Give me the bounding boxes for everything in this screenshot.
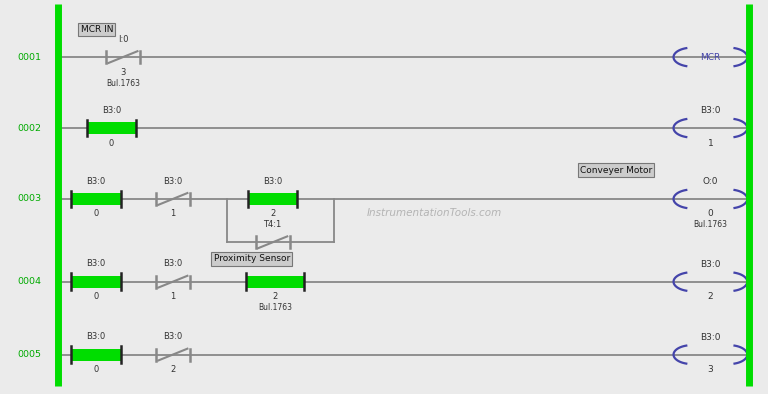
Text: B3:0: B3:0 [101, 106, 121, 115]
Text: B3:0: B3:0 [86, 260, 106, 268]
Text: 1: 1 [170, 210, 175, 218]
Text: B3:0: B3:0 [86, 177, 106, 186]
Text: 2: 2 [270, 210, 275, 218]
Text: B3:0: B3:0 [163, 177, 183, 186]
Text: 2: 2 [170, 365, 175, 374]
Text: 0003: 0003 [17, 195, 41, 203]
Text: 3: 3 [707, 365, 713, 374]
Text: 0: 0 [707, 210, 713, 218]
Text: B3:0: B3:0 [163, 260, 183, 268]
Text: Bul.1763: Bul.1763 [106, 79, 140, 87]
Text: I:0: I:0 [118, 35, 128, 44]
Text: 0: 0 [94, 365, 98, 374]
Text: T4:1: T4:1 [263, 220, 282, 229]
Bar [71, 193, 121, 205]
Text: 0005: 0005 [17, 350, 41, 359]
Text: 1: 1 [707, 139, 713, 147]
Text: 2: 2 [273, 292, 277, 301]
Text: 0002: 0002 [17, 124, 41, 132]
Text: Conveyer Motor: Conveyer Motor [580, 166, 652, 175]
Text: 0: 0 [94, 210, 98, 218]
Text: 1: 1 [170, 292, 175, 301]
Bar [87, 122, 136, 134]
Text: MCR: MCR [700, 53, 720, 61]
Text: 0004: 0004 [17, 277, 41, 286]
Text: O:0: O:0 [703, 177, 718, 186]
Text: Bul.1763: Bul.1763 [258, 303, 292, 312]
Text: 2: 2 [707, 292, 713, 301]
Text: B3:0: B3:0 [700, 333, 720, 342]
Text: I:0: I:0 [270, 260, 280, 268]
Text: MCR IN: MCR IN [81, 25, 113, 34]
Text: InstrumentationTools.com: InstrumentationTools.com [366, 208, 502, 218]
Text: 0: 0 [109, 139, 114, 147]
Text: 0001: 0001 [17, 53, 41, 61]
Text: B3:0: B3:0 [163, 333, 183, 341]
Text: Bul.1763: Bul.1763 [694, 220, 727, 229]
Text: B3:0: B3:0 [700, 106, 720, 115]
Bar [246, 276, 304, 288]
Text: B3:0: B3:0 [263, 177, 283, 186]
Text: DN: DN [266, 253, 279, 262]
Text: Proximity Sensor: Proximity Sensor [214, 255, 290, 263]
Bar [71, 349, 121, 361]
Text: 3: 3 [121, 68, 125, 76]
Text: B3:0: B3:0 [700, 260, 720, 269]
Text: B3:0: B3:0 [86, 333, 106, 341]
Text: 0: 0 [94, 292, 98, 301]
Bar [248, 193, 297, 205]
Bar [71, 276, 121, 288]
